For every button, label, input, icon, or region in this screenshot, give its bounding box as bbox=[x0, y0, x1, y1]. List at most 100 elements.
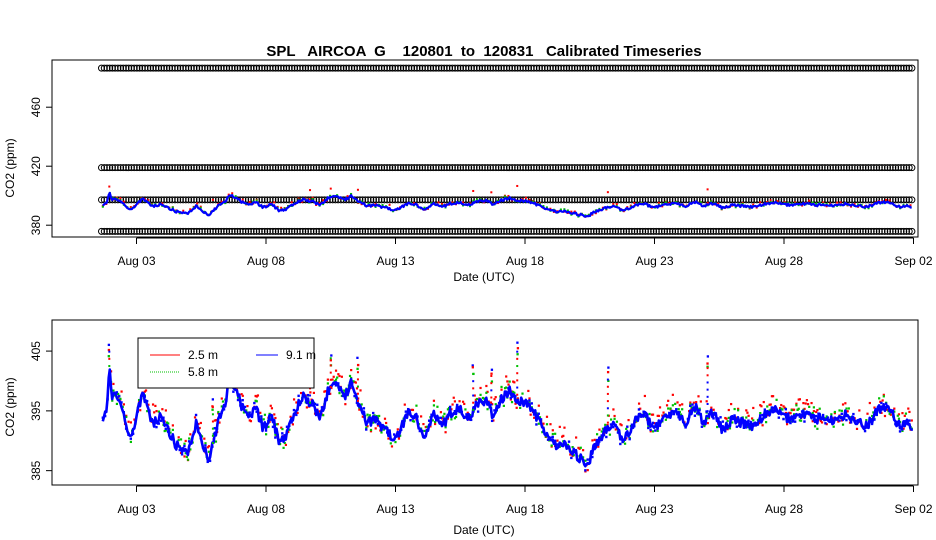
calibration-point bbox=[897, 164, 905, 172]
data-point bbox=[503, 195, 506, 198]
data-point bbox=[186, 458, 190, 461]
data-point bbox=[106, 397, 109, 401]
data-point bbox=[699, 400, 702, 403]
data-point bbox=[796, 408, 799, 412]
data-point bbox=[795, 402, 798, 405]
calibration-point bbox=[663, 196, 671, 204]
data-point bbox=[586, 458, 589, 461]
data-point bbox=[621, 440, 624, 444]
data-point bbox=[770, 406, 774, 409]
data-point bbox=[639, 407, 642, 410]
data-point bbox=[111, 399, 114, 402]
data-point bbox=[675, 408, 678, 411]
calibration-point bbox=[905, 164, 913, 172]
calibration-point bbox=[435, 227, 443, 235]
data-point bbox=[514, 402, 517, 405]
data-point bbox=[633, 202, 636, 205]
calibration-point bbox=[174, 164, 182, 172]
spike-point bbox=[606, 407, 609, 410]
calibration-point bbox=[171, 164, 179, 172]
data-point bbox=[826, 416, 829, 419]
data-point bbox=[669, 407, 672, 410]
data-point bbox=[737, 407, 740, 410]
data-point bbox=[312, 391, 315, 394]
calibration-point bbox=[340, 227, 348, 235]
data-point bbox=[231, 192, 234, 195]
data-point bbox=[433, 422, 437, 426]
data-point bbox=[429, 425, 432, 428]
calibration-point bbox=[117, 64, 125, 72]
data-point bbox=[710, 409, 713, 412]
data-point bbox=[545, 423, 549, 426]
data-point bbox=[842, 416, 846, 420]
spike-point bbox=[472, 387, 475, 390]
data-point bbox=[437, 416, 440, 420]
calibration-point bbox=[310, 64, 318, 72]
data-point bbox=[444, 426, 447, 429]
data-point bbox=[280, 206, 283, 209]
data-point bbox=[451, 413, 454, 417]
data-point bbox=[681, 408, 684, 411]
data-point bbox=[362, 407, 366, 410]
calibration-point bbox=[225, 64, 233, 72]
data-point bbox=[563, 426, 566, 429]
calibration-point bbox=[897, 196, 905, 204]
calibration-point bbox=[100, 164, 108, 172]
data-point bbox=[878, 397, 881, 400]
calibration-point bbox=[421, 164, 429, 172]
data-point bbox=[882, 393, 885, 396]
data-point bbox=[506, 380, 509, 383]
calibration-point bbox=[900, 64, 908, 72]
data-point bbox=[527, 389, 530, 393]
data-point bbox=[560, 444, 564, 447]
calibration-point bbox=[576, 64, 584, 72]
calibration-point bbox=[299, 227, 307, 235]
calibration-point bbox=[775, 164, 783, 172]
spike-point bbox=[490, 380, 494, 383]
data-point bbox=[237, 396, 240, 399]
data-point bbox=[264, 429, 268, 432]
calibration-point bbox=[593, 196, 600, 204]
data-point bbox=[815, 202, 818, 205]
calibration-point bbox=[595, 164, 603, 172]
calibration-point bbox=[889, 64, 897, 72]
data-point bbox=[451, 201, 454, 204]
spike-point bbox=[356, 364, 359, 367]
data-point bbox=[246, 404, 249, 408]
calibration-point bbox=[424, 164, 432, 172]
data-point bbox=[361, 415, 364, 418]
bottom-panel-x-axis-label: Date (UTC) bbox=[453, 523, 514, 537]
data-point bbox=[101, 205, 104, 208]
data-point bbox=[161, 202, 164, 205]
data-point bbox=[905, 422, 909, 425]
calibration-point bbox=[788, 227, 796, 235]
calibration-point bbox=[408, 227, 416, 235]
data-point bbox=[171, 424, 174, 427]
data-point bbox=[805, 399, 808, 402]
calibration-point bbox=[440, 64, 448, 72]
calibration-point bbox=[258, 164, 266, 172]
data-point bbox=[569, 453, 572, 456]
top-panel-data-marks bbox=[98, 64, 916, 235]
data-point bbox=[381, 204, 384, 207]
data-point bbox=[273, 201, 276, 204]
data-point bbox=[675, 201, 678, 204]
data-point bbox=[411, 408, 415, 412]
calibration-point bbox=[609, 196, 617, 204]
calibration-point bbox=[644, 64, 652, 72]
data-point bbox=[637, 402, 641, 405]
calibration-point bbox=[261, 164, 269, 172]
calibration-point bbox=[884, 227, 891, 235]
calibration-point bbox=[130, 227, 138, 235]
data-point bbox=[845, 407, 848, 410]
calibration-point bbox=[117, 227, 125, 235]
data-point bbox=[486, 390, 489, 393]
data-point bbox=[326, 378, 329, 381]
calibration-point bbox=[435, 64, 443, 72]
calibration-point bbox=[495, 227, 503, 235]
calibration-point bbox=[845, 196, 853, 204]
data-point bbox=[810, 401, 813, 405]
data-point bbox=[737, 424, 741, 427]
calibration-point bbox=[859, 64, 867, 72]
calibration-point bbox=[582, 227, 590, 235]
